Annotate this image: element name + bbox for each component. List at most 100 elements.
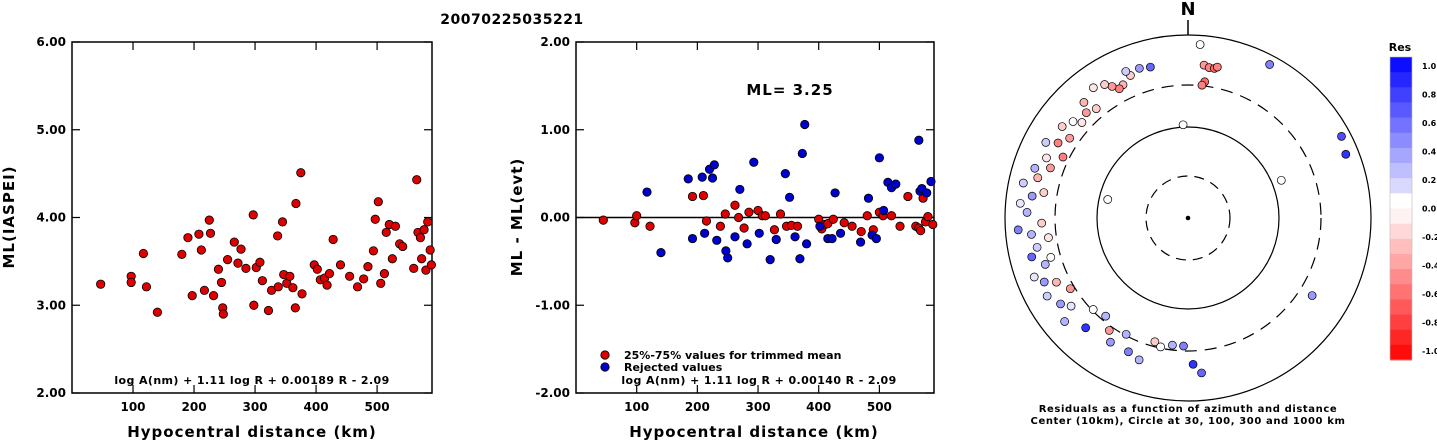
data-point-red (229, 237, 239, 247)
formula-label: log A(nm) + 1.11 log R + 0.00189 R - 2.0… (114, 374, 389, 387)
data-point-red (96, 279, 106, 289)
station-point (1022, 208, 1032, 217)
page-title: 20070225035221 (440, 12, 583, 28)
x-tick-label: 200 (182, 400, 207, 414)
magnitude-vs-distance-chart: 2.00 3.00 4.00 5.00 6.00 100 200 300 400 500 log… (0, 35, 436, 441)
station-point (1081, 108, 1091, 118)
residual-vs-distance-chart: -2.00 -1.00 0.00 1.00 2.00 100 200 300 400 500 M… (508, 35, 938, 441)
y-tick-label: 1.00 (540, 123, 570, 137)
station-point (1037, 218, 1047, 228)
data-point-blue (712, 235, 722, 245)
ml-annotation: ML= 3.25 (746, 81, 833, 99)
colorbar-tick-label: 0.4 (1422, 148, 1437, 157)
caption-line-2: Center (10km), Circle at 30, 100, 300 an… (1031, 416, 1346, 427)
station-point (1121, 67, 1131, 76)
station-point (1053, 138, 1063, 148)
data-point-red (426, 260, 436, 270)
x-tick-label: 500 (365, 400, 390, 414)
data-point-blue (707, 173, 718, 183)
data-point-blue (730, 232, 740, 242)
data-point-red (233, 258, 243, 268)
station-point (1013, 225, 1023, 235)
data-point-blue (891, 179, 901, 189)
data-point-red (715, 221, 726, 231)
station-point (1091, 104, 1101, 114)
station-point (1042, 291, 1052, 301)
data-point-blue (723, 253, 733, 263)
data-point-red (322, 280, 332, 290)
data-point-red (216, 277, 227, 288)
caption-line-1: Residuals as a function of azimuth and d… (1039, 404, 1338, 415)
data-point-red (288, 283, 298, 293)
data-point-red (273, 282, 283, 292)
data-point-red (297, 289, 307, 299)
station-point (1197, 368, 1206, 378)
data-point-blue (863, 193, 874, 203)
data-point-red (734, 212, 744, 223)
data-point-red (739, 223, 749, 233)
y-tick-label: 2.00 (36, 386, 66, 400)
data-point-red (126, 277, 136, 288)
colorbar-tick-label: 0.2 (1422, 176, 1436, 185)
station-point (1030, 163, 1040, 173)
data-point-red (730, 200, 740, 210)
legend-blue-marker (600, 362, 610, 372)
data-point-red (720, 209, 730, 219)
data-point-red (701, 216, 712, 226)
data-point-red (273, 231, 283, 241)
data-point-blue (687, 233, 698, 244)
y-tick-labels: 2.00 3.00 4.00 5.00 6.00 (36, 35, 432, 400)
station-point (1058, 152, 1068, 162)
colorbar-tick-label: -0.2 (1422, 233, 1437, 242)
data-point-blue (771, 234, 781, 245)
data-point-blue (800, 119, 810, 130)
data-point-red (376, 278, 386, 288)
legend-entry-trimmed: 25%-75% values for trimmed mean (624, 349, 841, 362)
data-point-red (291, 198, 301, 209)
station-point (1114, 84, 1124, 94)
colorbar-cell (1390, 193, 1412, 209)
data-point-blue (700, 228, 710, 238)
data-point-blue (765, 255, 775, 265)
data-point-red (598, 215, 608, 225)
colorbar-cell (1390, 223, 1412, 240)
station-points (1013, 40, 1351, 378)
y-tick-label: 3.00 (36, 298, 66, 312)
station-point (1018, 178, 1028, 188)
data-point-red (218, 309, 228, 319)
data-point-red (387, 254, 397, 264)
y-tick-label: -2.00 (535, 386, 570, 400)
colorbar-frame (1389, 56, 1413, 361)
data-point-red (847, 221, 857, 231)
colorbar-tick-label: 0.8 (1422, 91, 1437, 100)
data-point-red (381, 227, 391, 238)
data-point-red (196, 245, 206, 255)
data-point-red (415, 233, 426, 243)
station-point (1027, 230, 1036, 239)
legend-red-marker (600, 350, 610, 360)
station-point (1015, 198, 1025, 208)
colorbar-cell (1390, 163, 1412, 179)
data-point-red (352, 282, 363, 292)
data-point-red (363, 262, 373, 272)
formula-label: log A(nm) + 1.11 log R + 0.00140 R - 2.0… (621, 374, 896, 387)
station-point (1341, 149, 1351, 159)
colorbar-tick-label: 1.0 (1422, 62, 1437, 71)
data-point-red (862, 211, 872, 221)
data-point-red (187, 290, 197, 301)
data-point-blue (697, 172, 707, 182)
data-point-blue (784, 192, 795, 202)
station-point (1337, 132, 1346, 141)
circle-300km (1054, 84, 1322, 352)
data-point-blue (790, 232, 800, 242)
y-tick-label: 4.00 (36, 211, 66, 225)
station-point (1103, 195, 1113, 204)
data-point-red (421, 265, 431, 275)
data-point-red (138, 248, 148, 259)
residual-colorbar: Res 1.0 0.8 0.6 0.4 0.2 0.0 -0.2 -0.4 -0.6 -0.8 -1… (1389, 41, 1437, 361)
station-point (1265, 60, 1274, 69)
station-point (1046, 163, 1055, 173)
station-point (1307, 291, 1317, 300)
data-point-red (398, 241, 408, 252)
x-tick-labels: 100 200 300 400 500 (624, 42, 892, 414)
